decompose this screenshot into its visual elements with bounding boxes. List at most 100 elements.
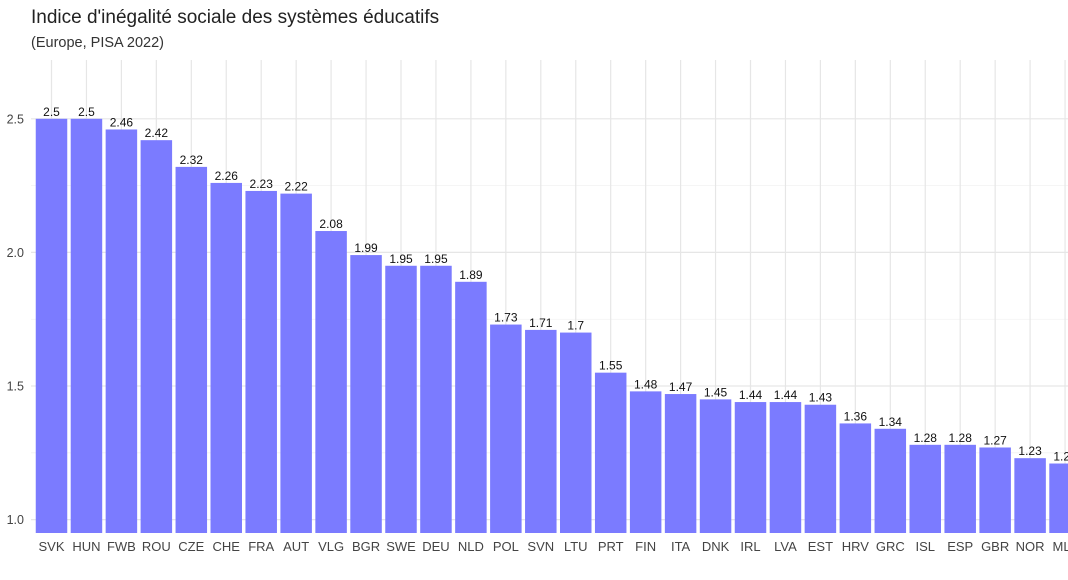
x-tick-label: MLT bbox=[1053, 539, 1068, 554]
x-tick-label: AUT bbox=[283, 539, 309, 554]
bar-lva bbox=[769, 402, 802, 533]
y-tick-label: 2.5 bbox=[7, 112, 24, 126]
bar-svk bbox=[35, 118, 68, 534]
data-label: 1.48 bbox=[634, 377, 658, 391]
data-label: 1.7 bbox=[567, 319, 584, 333]
data-label: 1.99 bbox=[354, 241, 378, 255]
data-label: 2.5 bbox=[78, 105, 95, 119]
data-label: 1.47 bbox=[669, 380, 693, 394]
x-tick-label: GBR bbox=[981, 539, 1009, 554]
x-tick-label: ISL bbox=[915, 539, 935, 554]
data-label: 1.89 bbox=[459, 268, 483, 282]
data-label: 1.95 bbox=[424, 252, 448, 266]
data-label: 1.27 bbox=[983, 433, 1007, 447]
y-tick-label: 1.0 bbox=[7, 513, 24, 527]
data-label: 2.32 bbox=[180, 153, 204, 167]
bar-cze bbox=[175, 166, 208, 534]
bar-swe bbox=[385, 265, 417, 533]
data-label: 2.08 bbox=[319, 217, 343, 231]
data-label: 1.95 bbox=[389, 252, 413, 266]
x-tick-label: NLD bbox=[458, 539, 484, 554]
bar-fwb bbox=[105, 129, 138, 533]
data-label: 1.36 bbox=[844, 409, 868, 423]
y-axis: 1.0 1.5 2.0 2.5 bbox=[7, 112, 24, 527]
data-label: 1.34 bbox=[879, 415, 903, 429]
data-label: 1.28 bbox=[949, 431, 973, 445]
bar-bgr bbox=[350, 255, 382, 533]
x-tick-label: BGR bbox=[352, 539, 380, 554]
bar-nld bbox=[455, 281, 487, 533]
data-label: 1.71 bbox=[529, 316, 553, 330]
x-tick-label: HUN bbox=[72, 539, 100, 554]
x-axis: SVK HUN FWB ROU CZE CHE FRA AUT VLG BGR SWE DEU NLD P… bbox=[38, 539, 1068, 554]
bar-vlg bbox=[315, 231, 347, 533]
bar-nor bbox=[1014, 458, 1046, 533]
data-label: 2.5 bbox=[43, 105, 60, 119]
bar-est bbox=[804, 404, 837, 533]
bar-ltu bbox=[560, 332, 592, 533]
data-label: 1.55 bbox=[599, 359, 623, 373]
bar-pol bbox=[490, 324, 522, 533]
x-tick-label: PRT bbox=[598, 539, 624, 554]
x-tick-label: ITA bbox=[671, 539, 691, 554]
x-tick-label: IRL bbox=[740, 539, 760, 554]
data-label: 2.42 bbox=[145, 126, 169, 140]
data-label: 2.26 bbox=[215, 169, 239, 183]
data-label: 1.73 bbox=[494, 311, 518, 325]
bar-che bbox=[210, 182, 242, 533]
data-label: 1.28 bbox=[914, 431, 938, 445]
bar-hrv bbox=[839, 423, 872, 533]
y-tick-label: 1.5 bbox=[7, 380, 24, 394]
x-tick-label: DNK bbox=[702, 539, 730, 554]
x-tick-label: EST bbox=[808, 539, 833, 554]
x-tick-label: SWE bbox=[386, 539, 416, 554]
bar-gbr bbox=[979, 447, 1011, 533]
data-label: 1.23 bbox=[1018, 444, 1042, 458]
x-tick-label: POL bbox=[493, 539, 519, 554]
x-tick-label: DEU bbox=[422, 539, 449, 554]
chart-title: Indice d'inégalité sociale des systèmes … bbox=[31, 7, 439, 28]
x-tick-label: LVA bbox=[774, 539, 797, 554]
bar-deu bbox=[420, 265, 452, 533]
x-tick-label: CHE bbox=[213, 539, 241, 554]
bar-fra bbox=[245, 190, 277, 534]
bar-esp bbox=[944, 444, 976, 533]
data-label: 2.22 bbox=[284, 180, 308, 194]
x-tick-label: NOR bbox=[1016, 539, 1045, 554]
data-label: 1.44 bbox=[774, 388, 798, 402]
data-label: 2.46 bbox=[110, 115, 134, 129]
x-tick-label: ESP bbox=[947, 539, 973, 554]
bar-dnk bbox=[699, 399, 732, 533]
x-tick-label: ROU bbox=[142, 539, 171, 554]
bar-irl bbox=[734, 402, 767, 533]
chart-subtitle: (Europe, PISA 2022) bbox=[31, 35, 164, 51]
bar-prt bbox=[594, 372, 627, 533]
bar-ita bbox=[664, 394, 697, 533]
x-tick-label: FWB bbox=[107, 539, 136, 554]
data-label: 1.21 bbox=[1053, 450, 1068, 464]
bar-aut bbox=[280, 193, 312, 533]
bar-isl bbox=[909, 444, 941, 533]
data-label: 1.44 bbox=[739, 388, 763, 402]
data-label: 2.23 bbox=[250, 177, 274, 191]
bars bbox=[35, 118, 1068, 534]
bar-mlt bbox=[1049, 463, 1068, 533]
data-label: 1.43 bbox=[809, 391, 833, 405]
bar-hun bbox=[70, 118, 103, 534]
x-tick-label: LTU bbox=[564, 539, 588, 554]
bar-svn bbox=[525, 329, 557, 533]
bar-rou bbox=[140, 140, 173, 533]
data-label: 1.45 bbox=[704, 385, 728, 399]
x-tick-label: SVK bbox=[38, 539, 64, 554]
x-tick-label: CZE bbox=[178, 539, 204, 554]
data-labels: 2.5 2.5 2.46 2.42 2.32 2.26 2.23 2.22 2.08 1.99 1.… bbox=[43, 105, 1068, 464]
x-tick-label: VLG bbox=[318, 539, 344, 554]
y-tick-label: 2.0 bbox=[7, 246, 24, 260]
x-tick-label: FRA bbox=[248, 539, 274, 554]
bar-fin bbox=[629, 391, 662, 533]
x-tick-label: GRC bbox=[876, 539, 905, 554]
x-tick-label: FIN bbox=[635, 539, 656, 554]
x-tick-label: HRV bbox=[842, 539, 870, 554]
bar-grc bbox=[874, 428, 907, 533]
